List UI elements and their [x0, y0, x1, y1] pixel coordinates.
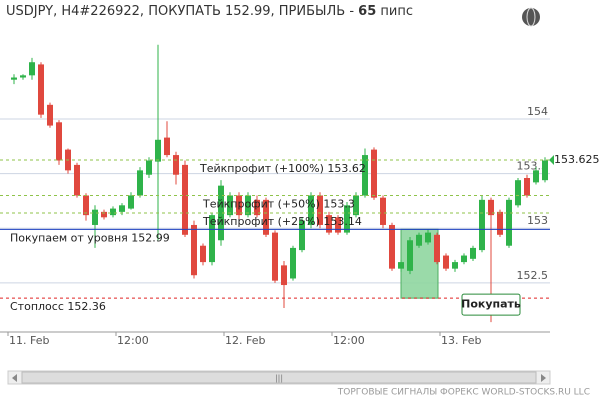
candle-body	[182, 164, 188, 235]
x-tick-label: 12:00	[117, 334, 149, 347]
candle-body	[308, 195, 314, 225]
y-tick-label: 153	[527, 214, 548, 227]
x-tick-label: 11. Feb	[9, 334, 49, 347]
candle-body	[506, 199, 512, 246]
y-tick-label: 152.5	[517, 269, 549, 282]
candle-body	[542, 160, 548, 181]
buy-button-label[interactable]: Покупать	[461, 298, 521, 311]
candle-body	[209, 215, 215, 263]
candle-body	[155, 139, 161, 162]
candle-body	[38, 64, 44, 115]
candle-body	[281, 265, 287, 286]
profit-unit: пипс	[380, 4, 414, 19]
candle-body	[227, 195, 233, 216]
candle-body	[20, 75, 26, 78]
candle-body	[173, 155, 179, 175]
scroll-grip: |||	[275, 374, 283, 383]
footer: ТОРГОВЫЕ СИГНАЛЫ ФОРЕКС WORLD-STOCKS.RU …	[337, 388, 590, 398]
level-label: Тейкпрофит (+100%) 153.62	[199, 162, 366, 175]
candle-body	[317, 195, 323, 225]
candle-body	[416, 234, 422, 246]
candle-body	[533, 170, 539, 183]
scroll-right[interactable]	[541, 374, 546, 382]
candle-body	[434, 234, 440, 263]
level-label: Стоплосс 152.36	[10, 300, 106, 313]
candle-body	[254, 199, 260, 216]
candle-body	[344, 205, 350, 233]
candle-body	[299, 220, 305, 251]
candle-body	[488, 199, 494, 216]
candle-body	[74, 164, 80, 196]
candle-body	[119, 205, 125, 212]
x-tick-label: 12:00	[333, 334, 365, 347]
candle-body	[335, 217, 341, 233]
candle-body	[362, 155, 368, 196]
candle-body	[398, 262, 404, 269]
candle-body	[497, 211, 503, 235]
level-label: Покупаем от уровня 152.99	[10, 231, 170, 244]
candle-body	[290, 247, 296, 279]
y-tick-label: 153.5	[517, 160, 549, 173]
candle-body	[461, 255, 467, 263]
price-tag	[549, 154, 554, 165]
scroll-left[interactable]	[12, 374, 17, 382]
candle-body	[272, 232, 278, 281]
candle-body	[218, 185, 224, 241]
candle-body	[191, 224, 197, 276]
candle-body	[515, 180, 521, 206]
candle-body	[110, 208, 116, 216]
level-label: Тейкпрофит (+25%) 153.14	[202, 215, 362, 228]
candle-body	[83, 195, 89, 216]
candle-body	[263, 199, 269, 235]
candle-body	[443, 255, 449, 269]
candle-body	[389, 224, 395, 269]
candle-body	[47, 104, 53, 126]
candle-body	[200, 245, 206, 263]
candle-body	[425, 232, 431, 243]
candle-body	[128, 195, 134, 209]
scroll-thumb[interactable]	[21, 371, 537, 384]
title-text: USDJPY, H4#226922, ПОКУПАТЬ 152.99, ПРИБ…	[6, 4, 355, 19]
candle-body	[470, 247, 476, 259]
x-tick-label: 13. Feb	[441, 334, 481, 347]
x-tick-label: 12. Feb	[225, 334, 265, 347]
candle-body	[479, 199, 485, 251]
candle-body	[146, 160, 152, 175]
buy-button[interactable]	[461, 293, 521, 316]
candle-body	[101, 211, 107, 218]
level-label: Тейкпрофит (+50%) 153.3	[202, 197, 355, 210]
candle-body	[11, 77, 17, 80]
title: USDJPY, H4#226922, ПОКУПАТЬ 152.99, ПРИБ…	[6, 4, 413, 19]
candle-body	[524, 178, 530, 196]
y-tick-label: 154	[527, 105, 548, 118]
candle-body	[92, 209, 98, 225]
candle-body	[371, 149, 377, 198]
candle-body	[137, 170, 143, 196]
price-tag-label: 153.625	[554, 153, 600, 166]
candle-body	[164, 137, 170, 156]
candle-body	[236, 195, 242, 216]
candle-body	[29, 62, 35, 76]
profit: 65	[358, 4, 377, 19]
globe-icon	[526, 7, 536, 27]
globe-icon	[522, 8, 540, 26]
candle-body	[56, 122, 62, 161]
candle-body	[353, 195, 359, 216]
candle-body	[245, 195, 251, 216]
candle-body	[380, 197, 386, 225]
candle-body	[452, 262, 458, 269]
candle-body	[407, 240, 413, 271]
candle-body	[326, 215, 332, 233]
